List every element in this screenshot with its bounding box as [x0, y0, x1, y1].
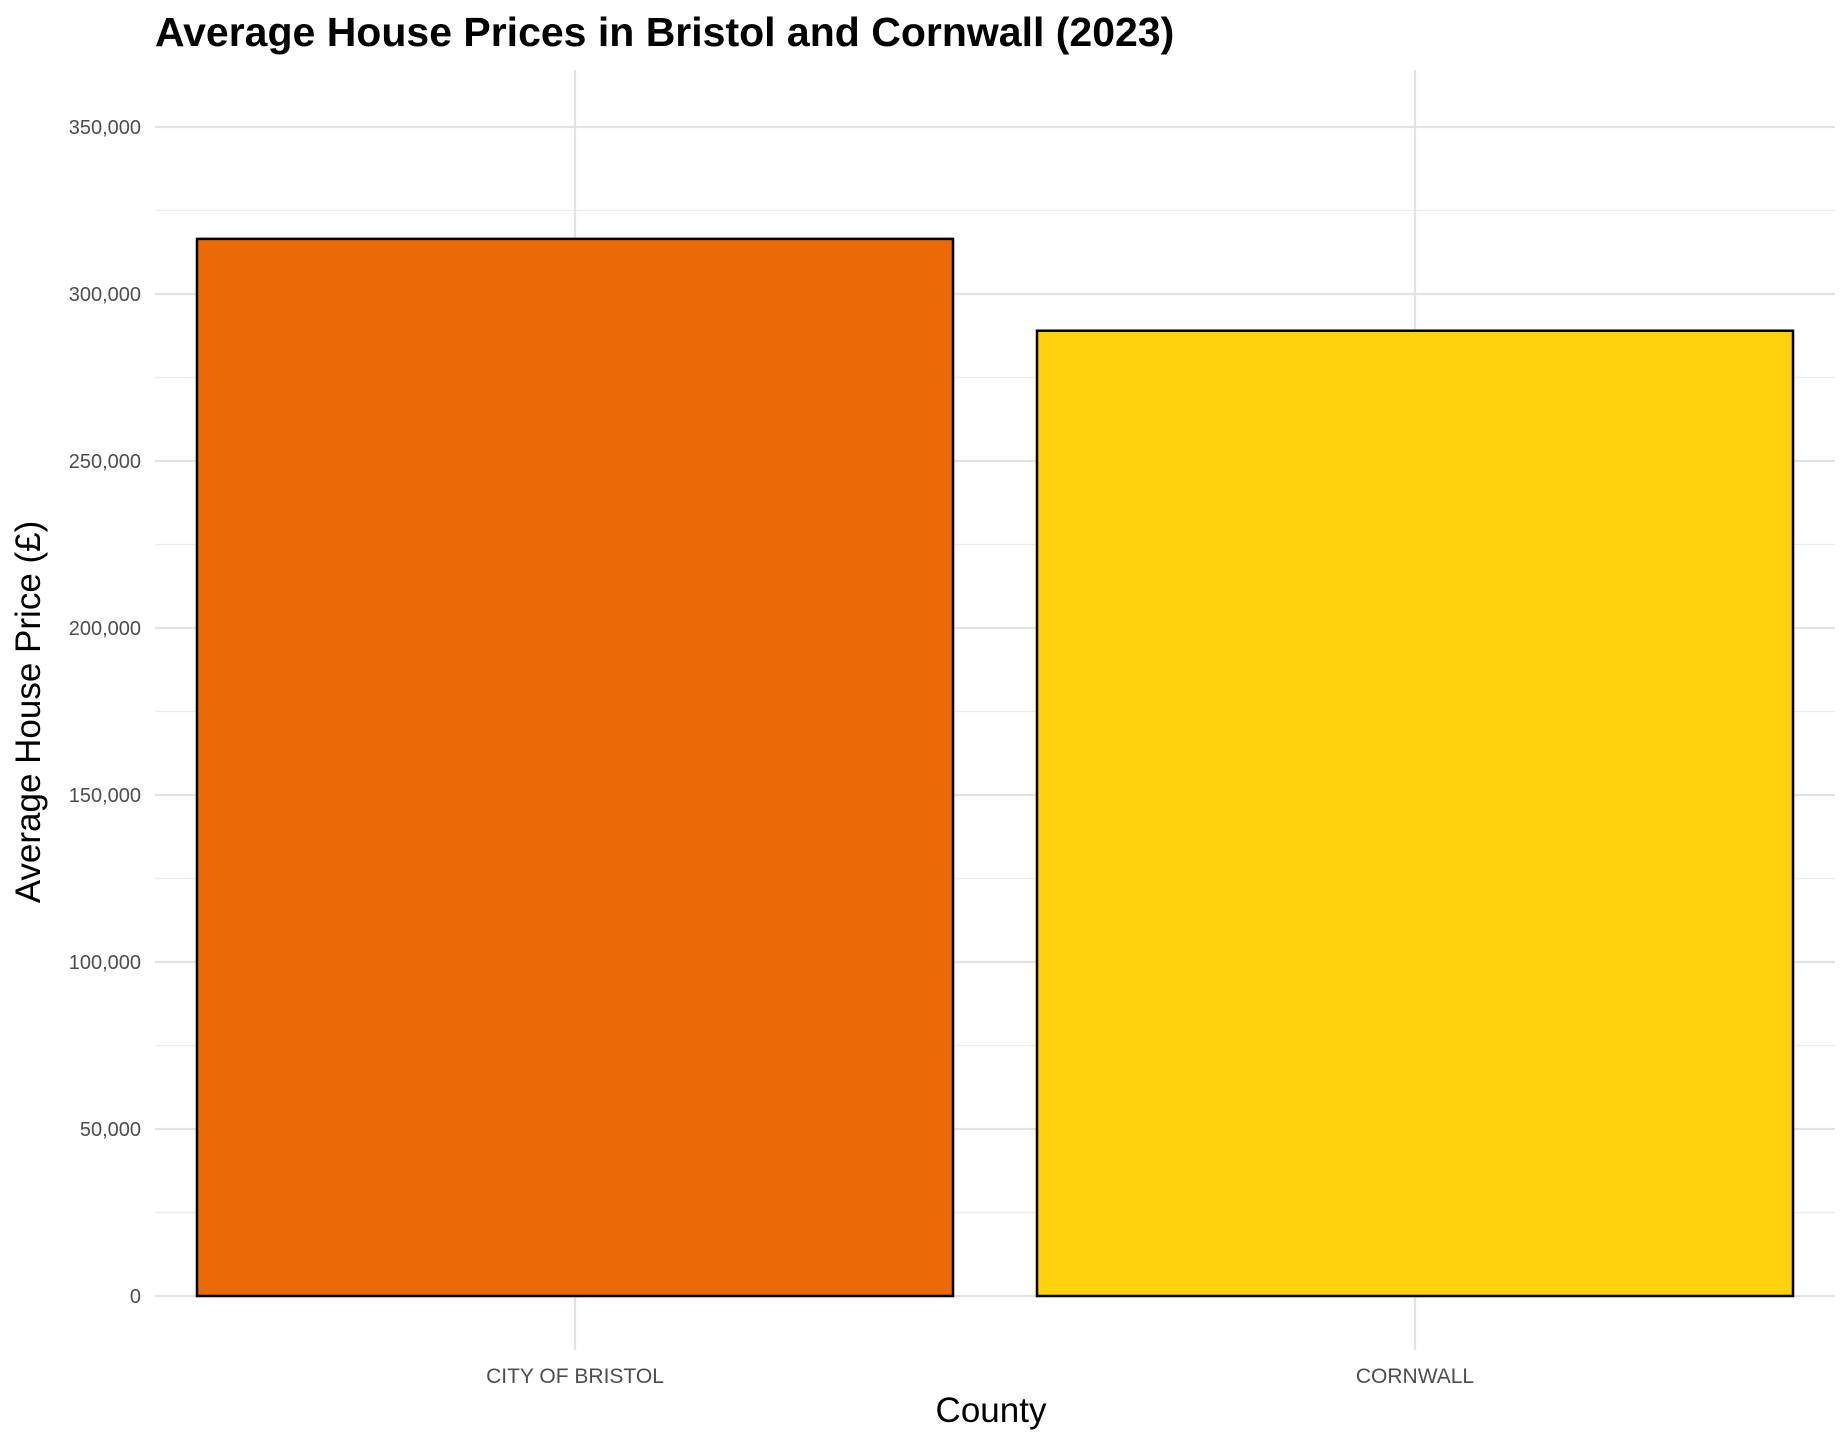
- y-tick-label: 100,000: [69, 952, 141, 974]
- y-tick-label: 50,000: [80, 1119, 141, 1141]
- x-axis-label: County: [936, 1391, 1047, 1430]
- x-axis-ticks: CITY OF BRISTOL CORNWALL: [486, 1365, 1474, 1388]
- bar-city-of-bristol: [195, 237, 955, 1298]
- bar-cornwall: [1035, 329, 1795, 1298]
- bars: [195, 237, 1795, 1298]
- y-tick-label: 350,000: [69, 117, 141, 139]
- x-tick-label: CITY OF BRISTOL: [486, 1365, 664, 1388]
- y-tick-label: 300,000: [69, 284, 141, 306]
- y-tick-label: 250,000: [69, 451, 141, 473]
- x-tick-label: CORNWALL: [1356, 1365, 1474, 1388]
- chart-title: Average House Prices in Bristol and Corn…: [155, 9, 1174, 55]
- y-tick-label: 200,000: [69, 618, 141, 640]
- y-tick-label: 150,000: [69, 785, 141, 807]
- y-tick-label: 0: [130, 1286, 141, 1308]
- y-axis-label: Average House Price (£): [9, 521, 48, 904]
- y-axis-ticks: 0 50,000 100,000 150,000 200,000 250,000 300,0…: [69, 117, 141, 1308]
